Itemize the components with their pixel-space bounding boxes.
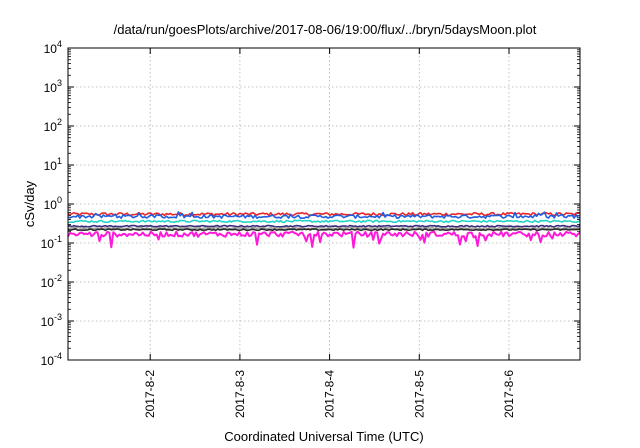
y-tick-label: 10-3 xyxy=(41,312,62,329)
series-line xyxy=(67,226,581,230)
series-layer xyxy=(67,211,581,249)
y-tick-label: 104 xyxy=(44,39,62,56)
series-line xyxy=(67,230,581,249)
series-line xyxy=(67,228,581,232)
series-line xyxy=(67,224,581,228)
y-axis: 10-4 10-3 10-2 10-1 100 101 102 103 104 xyxy=(41,39,580,368)
y-tick-label: 100 xyxy=(44,195,62,212)
y-tick-label: 10-2 xyxy=(41,273,62,290)
x-tick-label: 2017-8-5 xyxy=(412,370,426,418)
x-tick-label: 2017-8-6 xyxy=(502,370,516,418)
y-tick-label: 10-1 xyxy=(41,234,62,251)
y-tick-label: 101 xyxy=(44,156,62,173)
x-axis: 2017-8-2 2017-8-3 2017-8-4 2017-8-5 2017-8-6 xyxy=(143,48,516,418)
series-line xyxy=(67,211,581,219)
y-tick-label: 10-4 xyxy=(41,351,62,368)
chart-title: /data/run/goesPlots/archive/2017-08-06/1… xyxy=(114,22,537,37)
x-tick-label: 2017-8-3 xyxy=(233,370,247,418)
x-axis-title: Coordinated Universal Time (UTC) xyxy=(224,429,423,444)
grid xyxy=(68,48,580,360)
series-line xyxy=(67,219,581,224)
y-axis-title: cSv/day xyxy=(22,180,37,227)
x-tick-label: 2017-8-4 xyxy=(323,370,337,418)
x-tick-label: 2017-8-2 xyxy=(143,370,157,418)
series-line xyxy=(67,211,581,217)
y-tick-label: 102 xyxy=(44,117,62,134)
y-tick-label: 103 xyxy=(44,78,62,95)
